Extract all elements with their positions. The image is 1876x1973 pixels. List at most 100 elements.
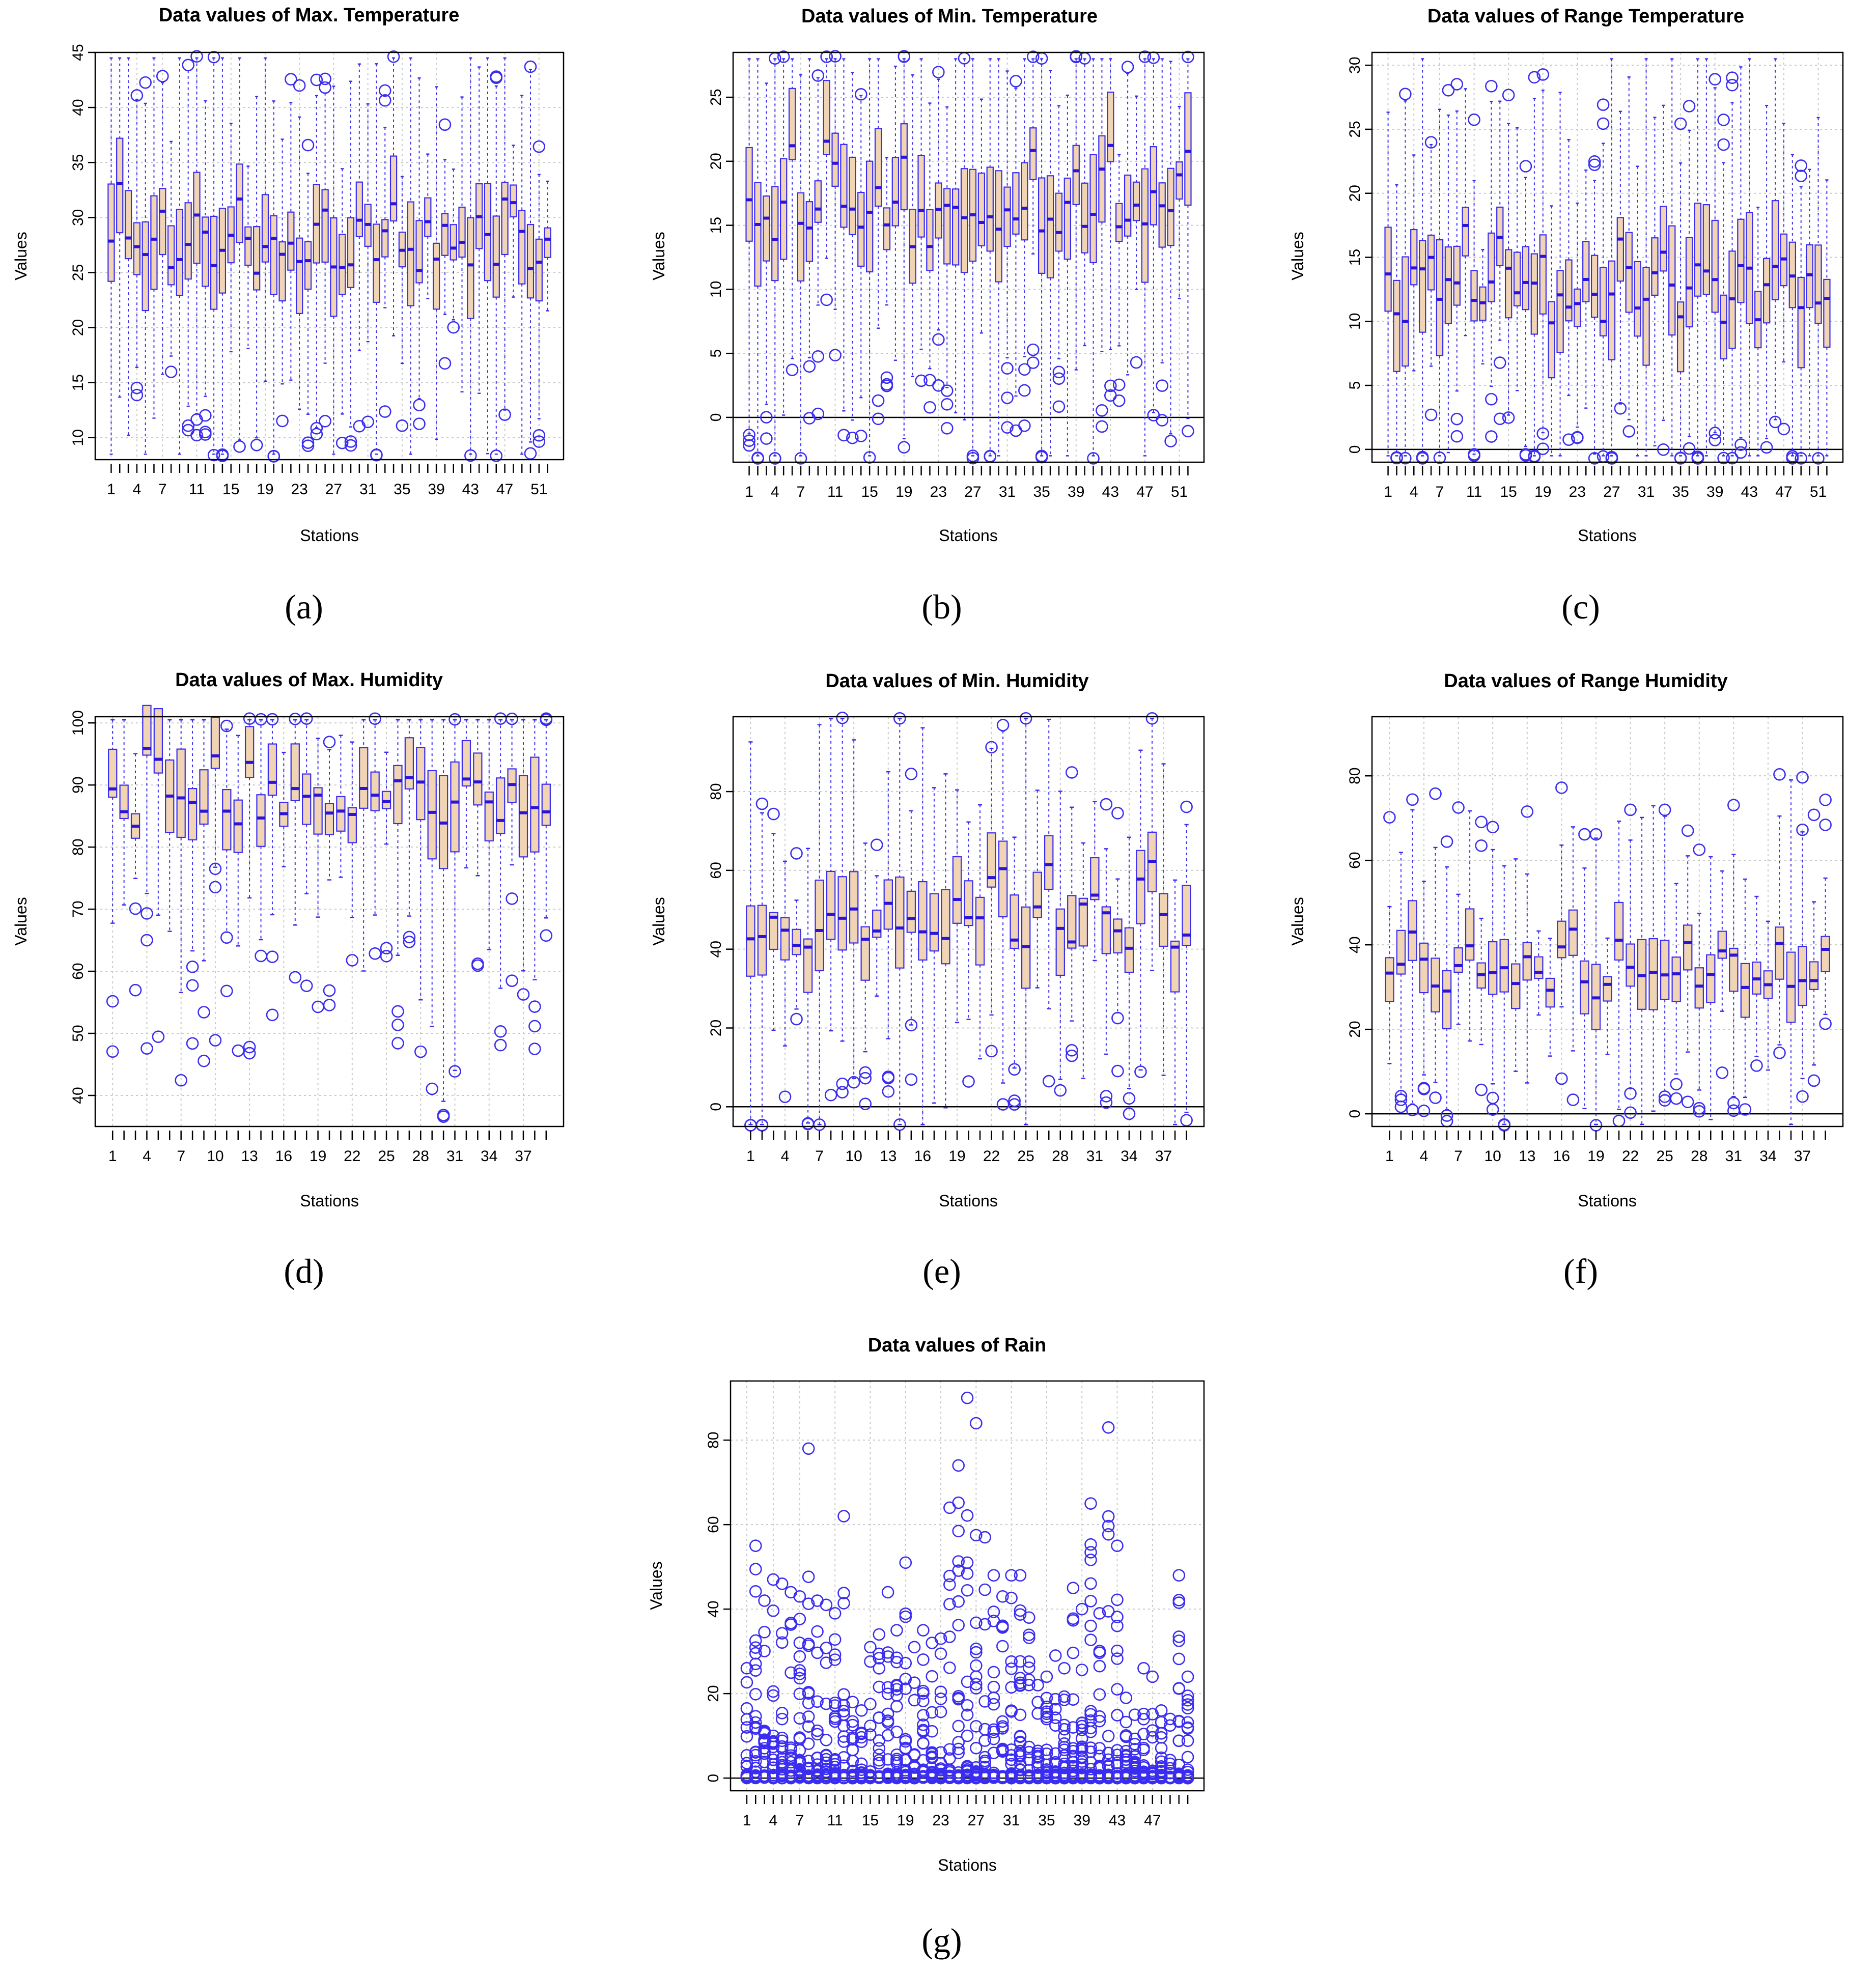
rain-point xyxy=(961,1729,974,1742)
outlier-point xyxy=(1588,452,1601,465)
rain-point xyxy=(1031,1756,1044,1769)
rain-point xyxy=(1049,1693,1062,1706)
outlier-point xyxy=(1795,170,1808,182)
x-tick-label: 31 xyxy=(359,481,376,498)
outlier-point xyxy=(1658,803,1671,816)
panel-title: Data values of Min. Humidity xyxy=(825,670,1088,692)
box xyxy=(107,183,115,282)
rain-point xyxy=(749,1664,762,1677)
rain-point xyxy=(855,1770,868,1784)
outlier-point xyxy=(209,862,222,876)
outlier-point xyxy=(1750,1059,1763,1072)
box xyxy=(1167,167,1174,246)
box xyxy=(278,241,286,302)
rain-point xyxy=(749,1762,762,1775)
outlier-point xyxy=(1819,1017,1832,1030)
outlier-point xyxy=(1624,803,1637,816)
rain-point xyxy=(864,1728,877,1741)
box xyxy=(290,743,300,802)
rain-point xyxy=(1111,1593,1124,1606)
box xyxy=(1694,203,1702,297)
x-axis-label: Stations xyxy=(939,526,998,545)
x-tick-label: 39 xyxy=(1074,1812,1090,1829)
box xyxy=(874,128,882,207)
box xyxy=(1599,267,1607,336)
box xyxy=(815,879,824,972)
rain-point xyxy=(1102,1770,1115,1784)
outlier-point xyxy=(1087,452,1100,465)
rain-point xyxy=(1181,1670,1194,1683)
rain-point xyxy=(1058,1771,1071,1784)
box xyxy=(1158,182,1166,248)
rain-point xyxy=(978,1583,991,1596)
rain-point xyxy=(952,1555,965,1568)
rain-point xyxy=(1164,1712,1177,1726)
box xyxy=(926,209,934,271)
box xyxy=(1081,182,1088,253)
outlier-point xyxy=(1485,392,1498,406)
rain-point xyxy=(837,1597,850,1610)
box xyxy=(424,197,432,237)
outlier-point xyxy=(1475,815,1488,829)
box xyxy=(1648,938,1658,1010)
outlier-point xyxy=(1018,419,1031,432)
box xyxy=(891,157,900,227)
box xyxy=(1530,253,1538,335)
rain-point xyxy=(1146,1708,1159,1721)
box xyxy=(814,180,822,223)
box xyxy=(501,181,509,256)
rain-point xyxy=(926,1725,939,1738)
outlier-point xyxy=(1796,823,1809,836)
rain-point xyxy=(899,1770,912,1783)
x-tick-label: 15 xyxy=(222,481,239,498)
x-tick-label: 27 xyxy=(968,1812,985,1829)
box xyxy=(518,210,526,285)
outlier-point xyxy=(1795,452,1808,465)
outlier-point xyxy=(820,293,833,306)
rain-point xyxy=(758,1645,771,1657)
box xyxy=(267,743,277,796)
outlier-point xyxy=(139,76,152,89)
rain-point xyxy=(1155,1727,1168,1740)
x-axis-label: Stations xyxy=(938,1856,997,1874)
outlier-point xyxy=(1717,138,1730,151)
x-tick-label: 15 xyxy=(1500,484,1517,500)
box xyxy=(792,928,801,955)
rain-point xyxy=(1181,1702,1194,1715)
points xyxy=(731,1391,1204,1785)
outlier-point xyxy=(447,321,460,334)
box xyxy=(906,890,916,933)
outlier-point xyxy=(985,741,998,754)
outlier-point xyxy=(1001,391,1014,404)
outlier-point xyxy=(905,1073,918,1086)
rain-point xyxy=(1155,1731,1168,1744)
outlier-point xyxy=(182,59,194,72)
rain-point xyxy=(846,1696,859,1709)
box xyxy=(951,188,960,266)
rain-point xyxy=(1067,1742,1080,1755)
outlier-point xyxy=(1624,1087,1637,1100)
rain-point xyxy=(1164,1757,1177,1770)
outlier-point xyxy=(777,50,790,63)
x-tick-label: 13 xyxy=(241,1148,258,1165)
rain-point xyxy=(987,1605,1000,1618)
rain-point xyxy=(758,1735,771,1748)
box xyxy=(1170,940,1180,993)
box xyxy=(389,155,398,222)
box xyxy=(1136,850,1145,924)
x-tick-label: 4 xyxy=(1410,484,1418,500)
box xyxy=(336,796,346,832)
outlier-point xyxy=(1440,835,1453,848)
rain-point xyxy=(855,1763,868,1776)
x-tick-label: 22 xyxy=(983,1148,1000,1165)
rain-point xyxy=(943,1743,956,1756)
rain-point xyxy=(1014,1608,1027,1621)
rain-point xyxy=(987,1723,1000,1736)
rain-point xyxy=(1014,1770,1027,1783)
rain-point xyxy=(1049,1747,1062,1760)
outlier-point xyxy=(1683,442,1696,455)
outlier-point xyxy=(1716,1066,1729,1079)
outlier-point xyxy=(266,950,279,963)
x-tick-label: 4 xyxy=(769,1812,778,1829)
box xyxy=(1809,961,1819,990)
